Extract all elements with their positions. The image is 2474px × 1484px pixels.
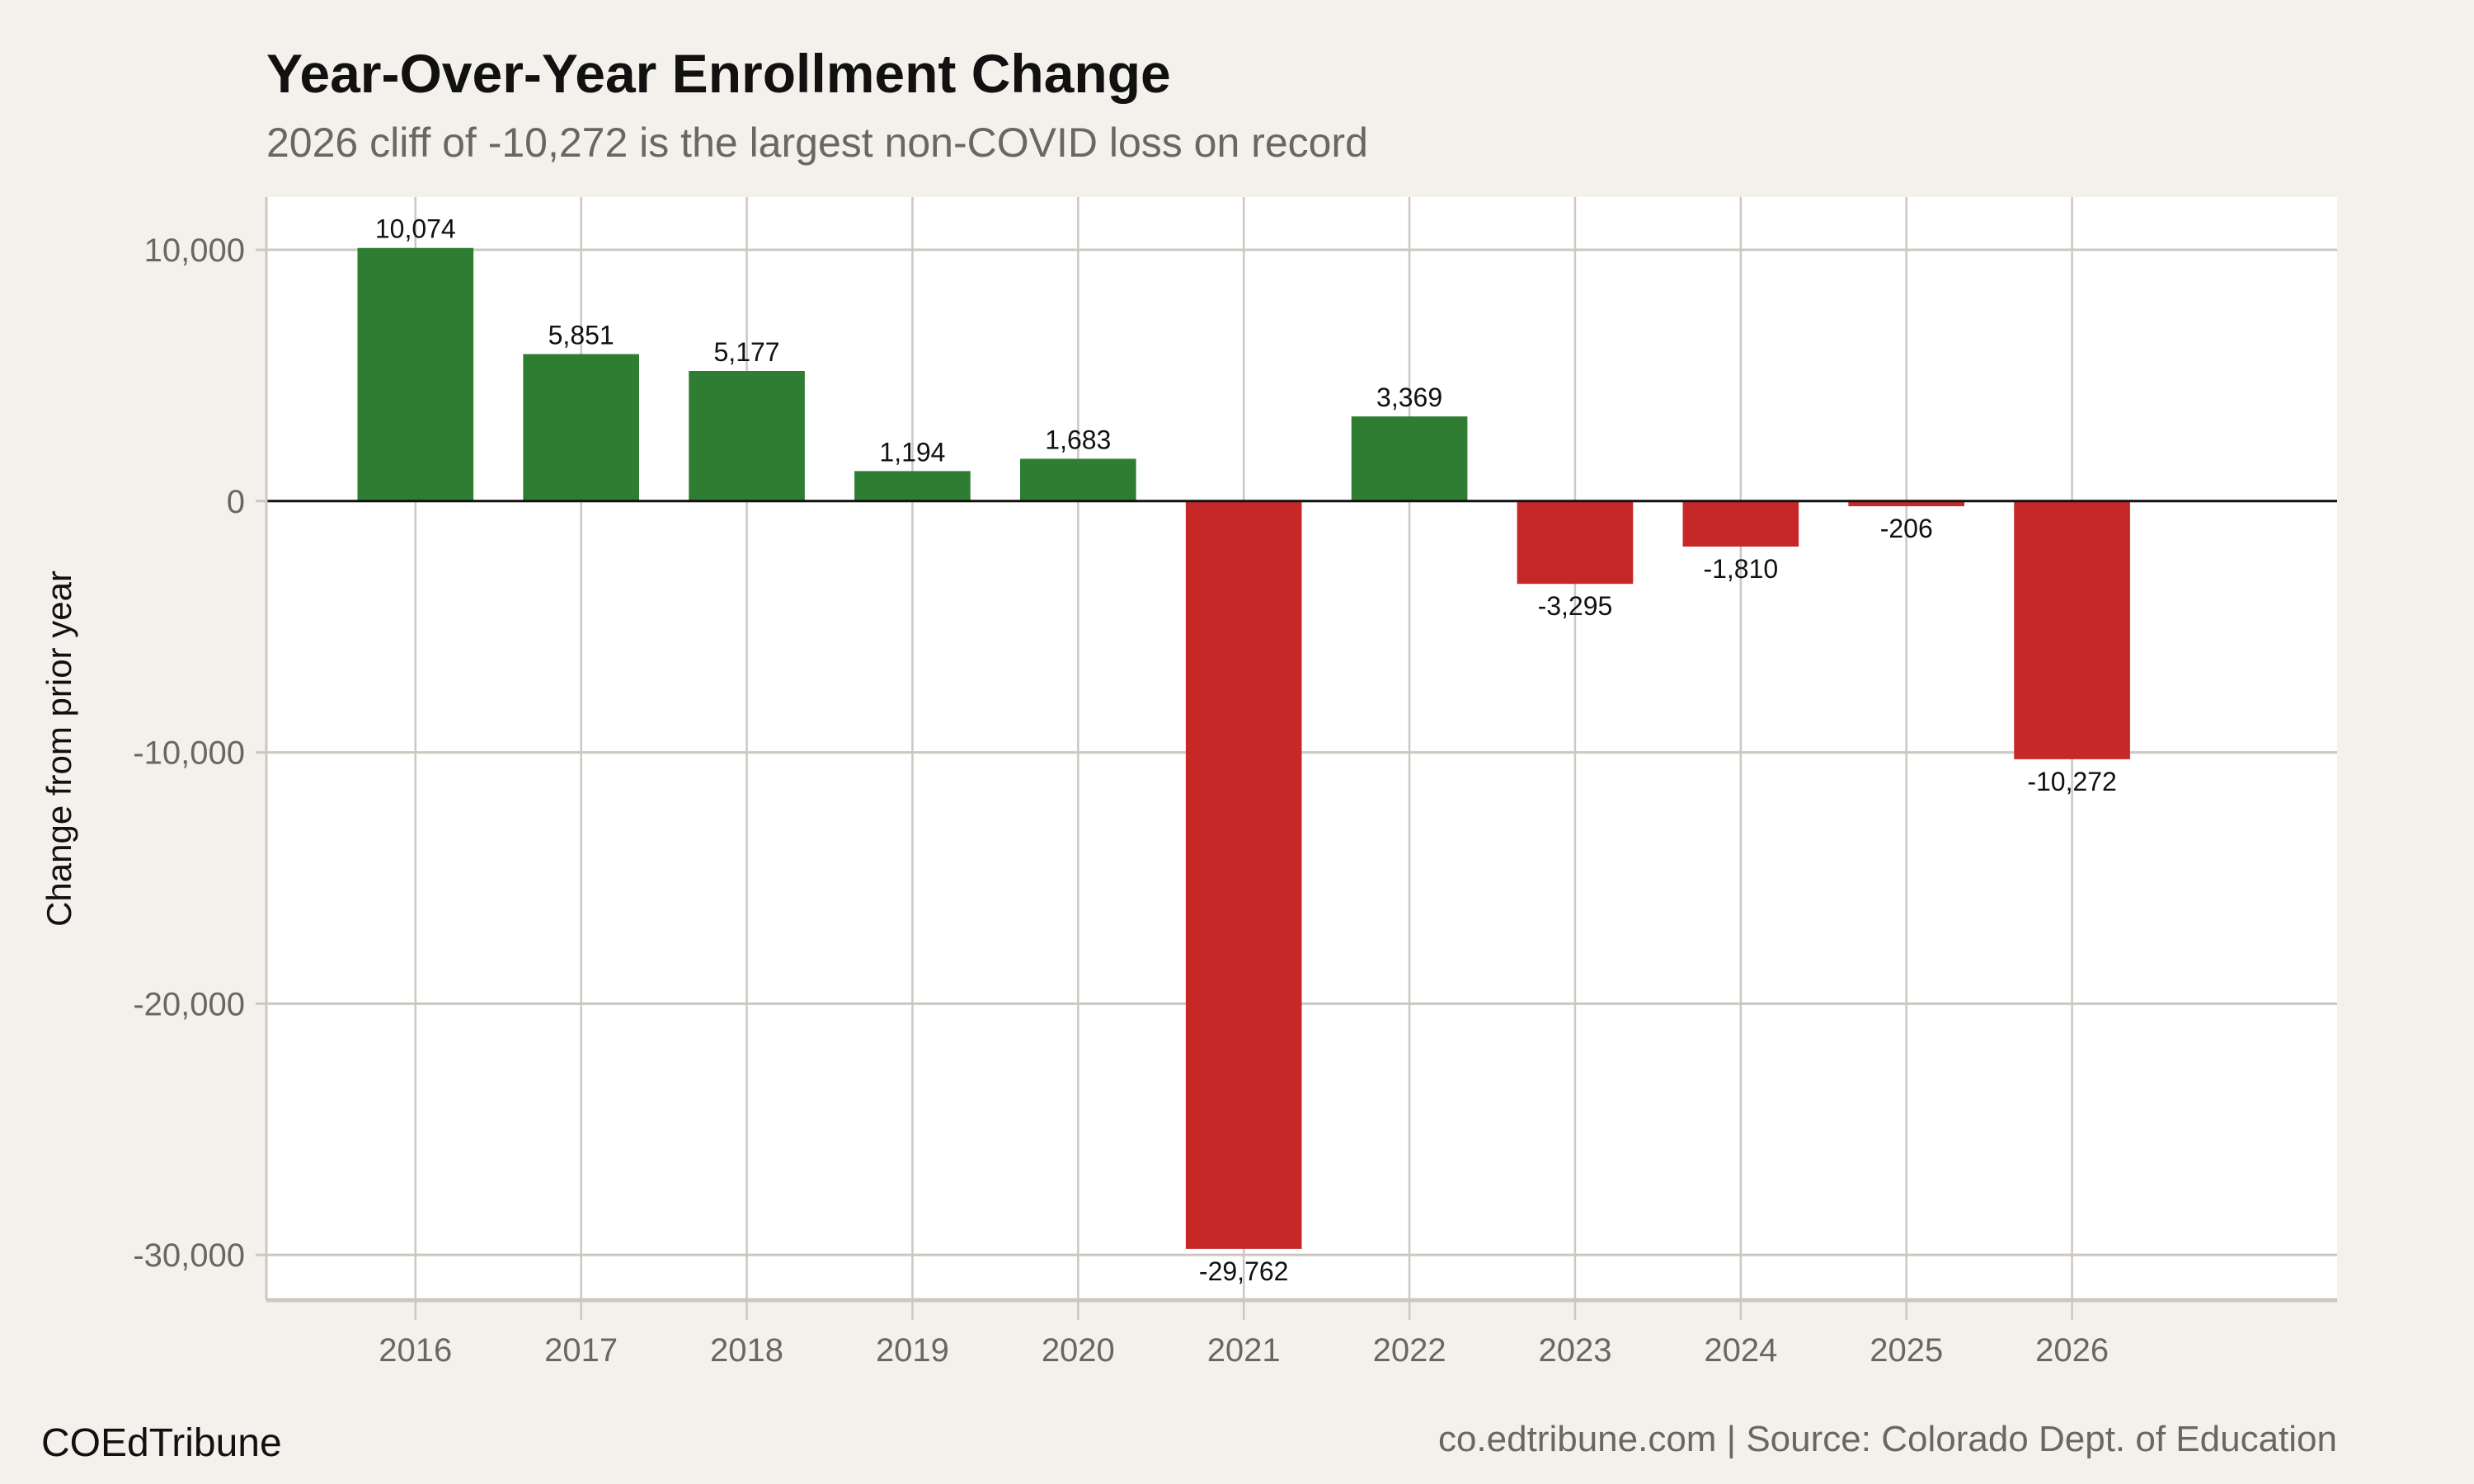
bar-2020 xyxy=(1020,458,1136,501)
x-tick-label: 2019 xyxy=(876,1332,949,1369)
chart-title: Year-Over-Year Enrollment Change xyxy=(266,43,1171,104)
data-label: 3,369 xyxy=(1376,383,1442,412)
data-labels: 10,074 5,851 5,177 1,194 1,683 -29,762 3,369 -3… xyxy=(375,214,2117,1286)
bar-2025 xyxy=(1848,500,1965,507)
data-label: -29,762 xyxy=(1199,1256,1289,1286)
x-tick-label: 2021 xyxy=(1207,1332,1281,1369)
y-tick-label: 10,000 xyxy=(144,232,245,269)
x-tick-label: 2024 xyxy=(1704,1332,1777,1369)
x-tick-label: 2025 xyxy=(1870,1332,1943,1369)
bar-2017 xyxy=(523,354,639,501)
chart-subtitle: 2026 cliff of -10,272 is the largest non… xyxy=(266,120,1368,166)
axes: 10,000 0 -10,000 -20,000 -30,000 2016 2017 2018… xyxy=(133,197,2337,1369)
data-label: -3,295 xyxy=(1538,591,1613,621)
source-credit: co.edtribune.com | Source: Colorado Dept… xyxy=(1438,1419,2337,1459)
bar-2018 xyxy=(689,371,805,501)
data-label: 10,074 xyxy=(375,214,456,244)
data-label: 1,683 xyxy=(1045,425,1111,454)
x-tick-label: 2020 xyxy=(1042,1332,1115,1369)
data-label: -206 xyxy=(1880,514,1933,543)
bar-2016 xyxy=(357,247,474,501)
bar-2024 xyxy=(1682,500,1799,547)
bar-2021 xyxy=(1185,500,1302,1249)
y-tick-label: -10,000 xyxy=(133,735,245,772)
x-tick-label: 2018 xyxy=(710,1332,783,1369)
x-tick-label: 2023 xyxy=(1538,1332,1611,1369)
data-label: 5,177 xyxy=(714,337,780,367)
y-tick-label: 0 xyxy=(227,484,245,520)
y-tick-label: -20,000 xyxy=(133,986,245,1022)
brand-logo-text: COEdTribune xyxy=(41,1421,282,1465)
x-tick-label: 2017 xyxy=(544,1332,618,1369)
y-tick-label: -30,000 xyxy=(133,1237,245,1274)
data-label: -1,810 xyxy=(1703,554,1778,584)
bar-2022 xyxy=(1351,416,1468,501)
x-tick-label: 2016 xyxy=(379,1332,452,1369)
bar-2023 xyxy=(1517,500,1634,585)
data-label: 1,194 xyxy=(879,437,945,467)
bar-2026 xyxy=(2014,500,2130,759)
bar-2019 xyxy=(854,471,971,501)
y-axis-label: Change from prior year xyxy=(40,571,78,927)
bars xyxy=(357,247,2130,1249)
data-label: 5,851 xyxy=(548,320,614,350)
x-tick-label: 2022 xyxy=(1373,1332,1446,1369)
x-tick-label: 2026 xyxy=(2035,1332,2109,1369)
data-label: -10,272 xyxy=(2027,767,2117,796)
